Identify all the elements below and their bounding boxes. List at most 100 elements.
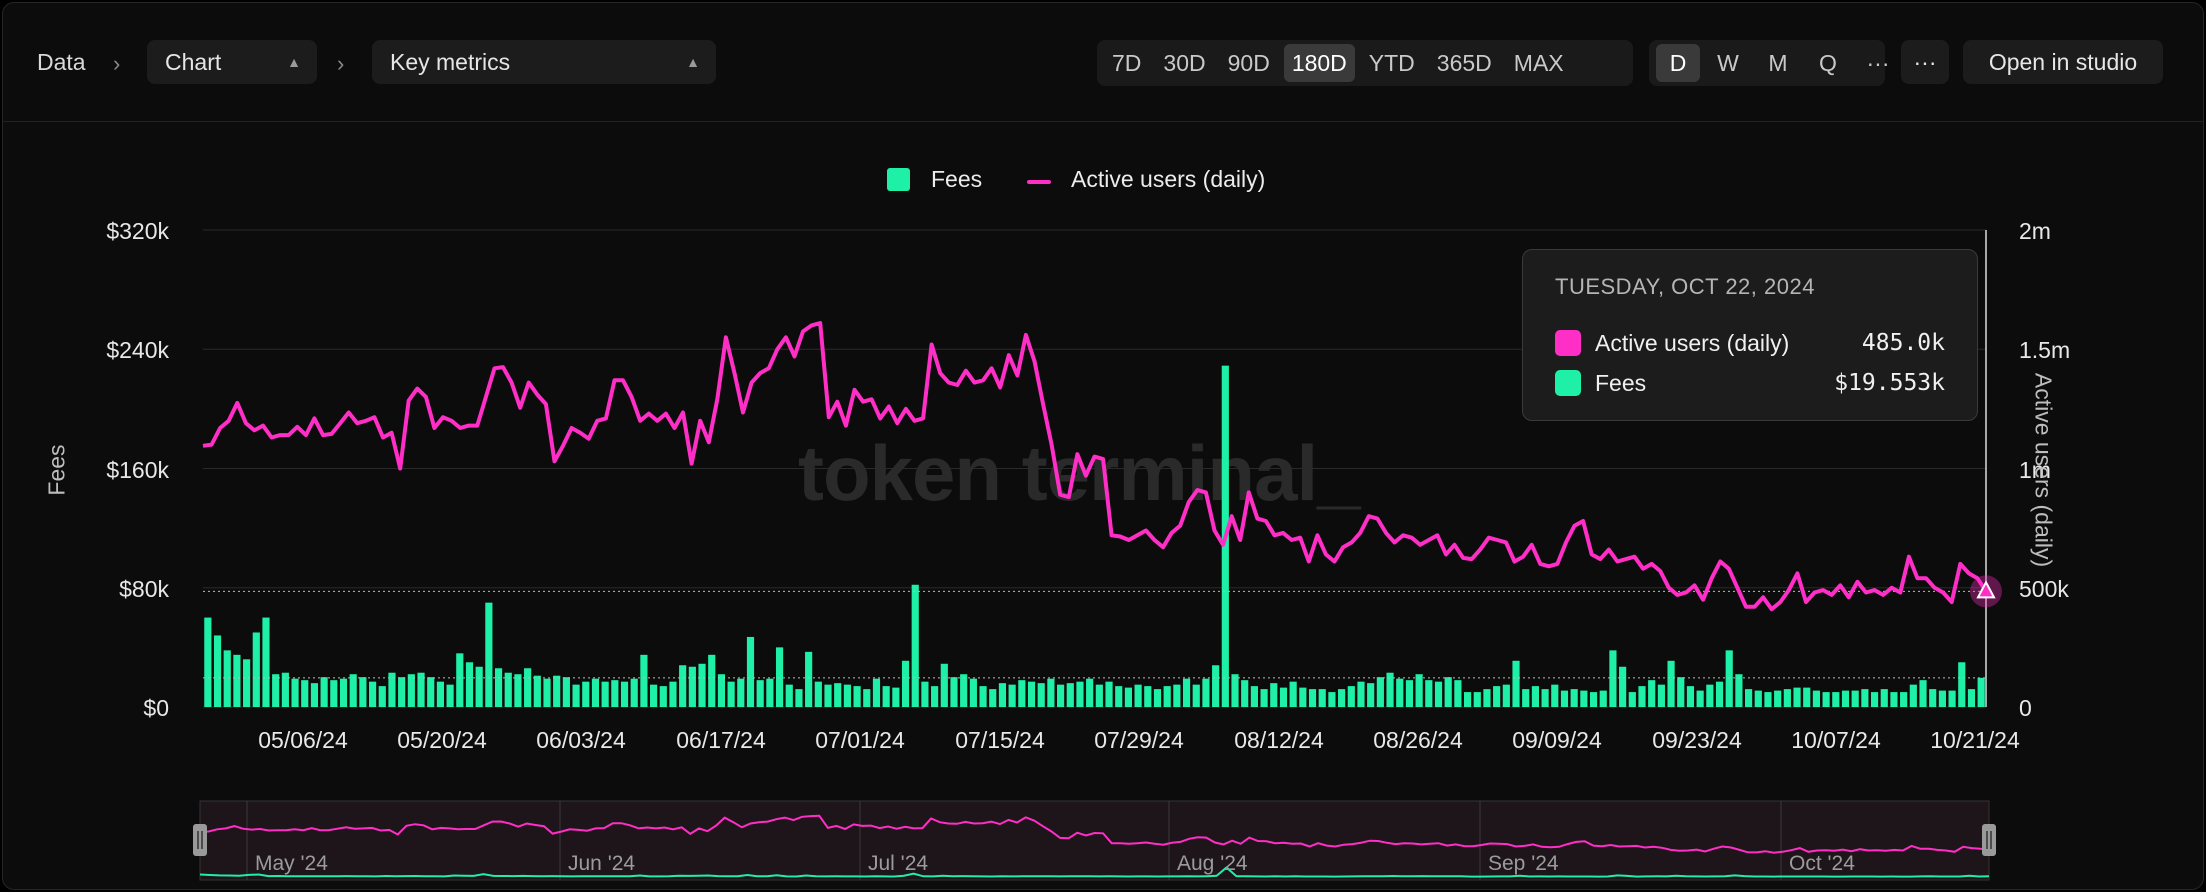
fees-bar — [1095, 684, 1103, 707]
range-90d-button[interactable]: 90D — [1227, 50, 1270, 76]
fees-bar — [950, 677, 958, 707]
fees-bar — [1473, 692, 1481, 707]
chart-type-select[interactable]: Chart ▲ — [147, 40, 317, 84]
fees-bar — [1415, 674, 1423, 707]
fees-bar — [1231, 674, 1239, 707]
fees-bar — [465, 662, 474, 707]
fees-bar — [1589, 692, 1598, 707]
chart-svg[interactable] — [3, 3, 2203, 889]
fees-bar — [475, 666, 483, 707]
fees-bar — [1880, 689, 1888, 707]
fees-bar — [659, 686, 667, 707]
fees-bar — [301, 680, 309, 707]
fees-bar — [1018, 680, 1026, 707]
fees-bar — [746, 636, 755, 707]
active-users-line — [202, 321, 1988, 612]
tooltip-value-active-users: 485.0k — [1861, 330, 1945, 356]
fees-bar — [669, 681, 677, 707]
fees-bar — [407, 674, 415, 707]
fees-bar — [1367, 683, 1375, 707]
fees-bar — [1725, 650, 1733, 707]
legend-fees-label[interactable]: Fees — [931, 166, 983, 192]
legend-active-users-label[interactable]: Active users (daily) — [1071, 166, 1266, 192]
fees-bar — [1338, 689, 1346, 707]
legend-active-users-swatch — [1027, 180, 1051, 184]
fees-bar — [1745, 689, 1753, 707]
more-options-button[interactable]: ··· — [1901, 40, 1949, 84]
fees-bar — [1502, 684, 1510, 707]
fees-bar — [562, 677, 570, 707]
y-right-tick: 2m — [2019, 218, 2051, 244]
x-tick-label: 10/21/24 — [1930, 727, 2020, 753]
fees-bar — [1483, 689, 1491, 707]
range-30d-button[interactable]: 30D — [1163, 50, 1206, 76]
fees-bar — [853, 686, 861, 707]
tooltip-name-active-users: Active users (daily) — [1595, 330, 1790, 356]
fees-bar — [1134, 684, 1142, 707]
fees-bar — [1870, 692, 1879, 707]
x-tick-label: 07/01/24 — [815, 727, 905, 753]
fees-bar — [756, 680, 764, 707]
fees-bar — [1938, 690, 1946, 707]
fees-bar — [1386, 672, 1394, 707]
fees-bar — [524, 668, 532, 707]
fees-bar — [243, 659, 251, 707]
granularity-d-button[interactable]: D — [1656, 44, 1700, 82]
fees-bar — [1454, 680, 1462, 707]
x-tick-label: 05/20/24 — [397, 727, 487, 753]
granularity-w-button[interactable]: W — [1717, 50, 1739, 76]
range-7d-button[interactable]: 7D — [1112, 50, 1142, 76]
fees-bar — [1076, 681, 1084, 707]
fees-bar — [979, 686, 987, 707]
fees-bar — [1522, 689, 1530, 707]
fees-bar — [281, 672, 289, 707]
granularity-q-button[interactable]: Q — [1819, 50, 1837, 76]
fees-bar — [1202, 678, 1210, 707]
fees-bar — [1580, 690, 1588, 707]
fees-bar — [620, 681, 629, 707]
navigator-right-handle[interactable] — [1982, 824, 1996, 856]
fees-bar — [775, 647, 784, 707]
fees-bar — [1861, 689, 1869, 707]
fees-bar — [1328, 692, 1336, 707]
y-right-tick: 500k — [2019, 576, 2069, 602]
fees-bar — [727, 681, 735, 707]
fees-bar — [785, 684, 793, 707]
fees-bar — [931, 686, 939, 707]
fees-bar — [717, 674, 726, 707]
fees-bar — [1115, 686, 1123, 707]
fees-bar — [572, 684, 580, 707]
fees-bar — [611, 680, 619, 707]
x-tick-label: 09/23/24 — [1652, 727, 1742, 753]
y-left-tick: $240k — [106, 337, 169, 363]
fees-bar — [1531, 686, 1539, 707]
x-tick-label: 07/29/24 — [1094, 727, 1184, 753]
fees-bar — [1696, 690, 1704, 707]
metric-select[interactable]: Key metrics ▲ — [372, 40, 716, 84]
fees-bar — [398, 677, 406, 707]
fees-bar — [272, 674, 280, 707]
navigator-month-label: Jun '24 — [568, 852, 636, 875]
open-in-studio-button[interactable]: Open in studio — [1963, 40, 2163, 84]
fees-bar — [1841, 690, 1850, 707]
fees-bar — [1250, 686, 1258, 707]
fees-bar — [1929, 689, 1937, 707]
chart-type-label: Chart — [165, 49, 222, 75]
range-ytd-button[interactable]: YTD — [1368, 50, 1415, 76]
fees-bar — [1948, 690, 1956, 707]
fees-bar — [1308, 689, 1317, 707]
fees-bar — [1851, 690, 1859, 707]
navigator-left-handle[interactable] — [193, 824, 207, 856]
fees-bar — [1124, 687, 1133, 707]
fees-bar — [737, 678, 745, 707]
y-left-tick: $0 — [143, 695, 169, 721]
range-180d-button[interactable]: 180D — [1283, 44, 1355, 82]
granularity-more-button[interactable]: ··· — [1866, 50, 1890, 76]
breadcrumb-data-link[interactable]: Data — [37, 49, 86, 75]
tooltip-date: TUESDAY, OCT 22, 2024 — [1555, 274, 1815, 299]
range-max-button[interactable]: MAX — [1513, 50, 1564, 76]
fees-bar — [1977, 677, 1985, 707]
granularity-m-button[interactable]: M — [1768, 50, 1788, 76]
fees-bar — [1212, 665, 1220, 707]
range-365d-button[interactable]: 365D — [1436, 50, 1492, 76]
